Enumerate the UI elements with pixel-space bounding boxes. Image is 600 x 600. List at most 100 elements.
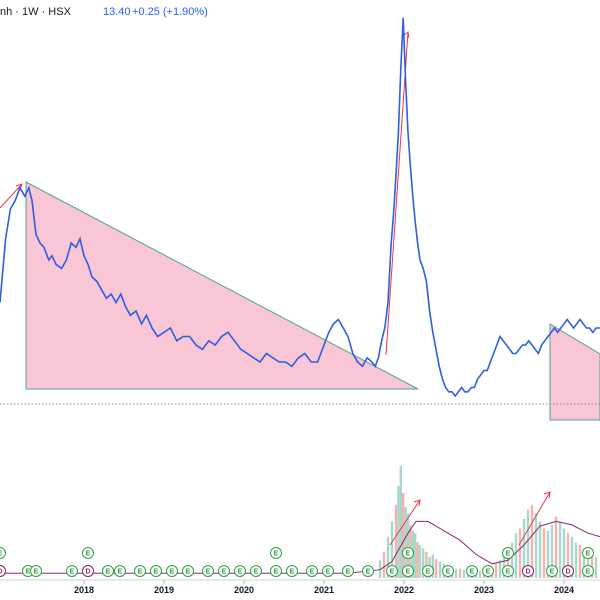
volume-bar (522, 519, 526, 578)
earnings-badge[interactable]: E (134, 565, 146, 577)
volume-bar (578, 545, 582, 578)
earnings-badge[interactable]: E (582, 565, 594, 577)
svg-text:D: D (525, 569, 530, 576)
earnings-badge[interactable]: E (386, 565, 398, 577)
volume-bar (554, 516, 558, 578)
volume-bar (562, 528, 566, 578)
svg-text:D: D (0, 569, 3, 576)
earnings-badge[interactable]: E (270, 547, 282, 559)
volume-bar (574, 542, 578, 578)
earnings-badge[interactable]: E (322, 565, 334, 577)
earnings-badge[interactable]: E (0, 547, 6, 559)
earnings-badge[interactable]: E (306, 565, 318, 577)
svg-text:E: E (238, 569, 243, 576)
x-tick-label: 2023 (474, 585, 494, 595)
svg-text:E: E (446, 569, 451, 576)
earnings-badge[interactable]: E (442, 565, 454, 577)
earnings-badge[interactable]: E (362, 565, 374, 577)
volume-bar (422, 548, 425, 578)
earnings-badge[interactable]: E (102, 565, 114, 577)
svg-text:E: E (486, 569, 491, 576)
volume-bar (425, 552, 428, 578)
volume-bar (530, 504, 534, 578)
volume-bar (434, 559, 438, 578)
earnings-badge[interactable]: E (270, 565, 282, 577)
earnings-badge[interactable]: E (66, 565, 78, 577)
svg-text:E: E (406, 551, 411, 558)
earnings-badge[interactable]: E (422, 565, 434, 577)
earnings-badge[interactable]: E (402, 547, 414, 559)
earnings-badge[interactable]: E (234, 565, 246, 577)
svg-text:E: E (86, 551, 91, 558)
volume-arrow-2 (518, 491, 551, 546)
svg-text:E: E (506, 551, 511, 558)
volume-bar (478, 570, 482, 578)
earnings-badge[interactable]: E (502, 565, 514, 577)
dividend-badge[interactable]: D (562, 565, 574, 577)
svg-text:E: E (186, 569, 191, 576)
earnings-badge[interactable]: E (30, 565, 42, 577)
svg-text:E: E (506, 569, 511, 576)
volume-bar (386, 536, 390, 578)
price-change: +0.25 (+1.90%) (132, 6, 208, 18)
svg-text:E: E (326, 569, 331, 576)
volume-bar (582, 548, 586, 578)
earnings-badge[interactable]: E (546, 565, 558, 577)
volume-bar (390, 521, 394, 578)
svg-text:E: E (390, 569, 395, 576)
svg-text:E: E (470, 569, 475, 576)
volume-bar (498, 560, 502, 578)
earnings-badge[interactable]: E (82, 547, 94, 559)
earnings-badge[interactable]: E (582, 547, 594, 559)
dividend-badge[interactable]: D (0, 565, 6, 577)
earnings-badge[interactable]: E (166, 565, 178, 577)
svg-text:D: D (565, 569, 570, 576)
volume-bar (526, 509, 530, 578)
volume-bar (414, 533, 417, 578)
svg-text:E: E (274, 569, 279, 576)
volume-bar (438, 561, 442, 578)
svg-text:E: E (346, 569, 351, 576)
svg-text:E: E (154, 569, 159, 576)
earnings-badge[interactable]: E (114, 565, 126, 577)
earnings-badge[interactable]: E (150, 565, 162, 577)
earnings-badge[interactable]: E (482, 565, 494, 577)
time-axis: 2018 2019 2020 2021 2022 2023 2024 (74, 580, 574, 595)
x-tick-label: 2020 (234, 585, 254, 595)
svg-text:E: E (406, 569, 411, 576)
svg-text:E: E (426, 569, 431, 576)
earnings-badge[interactable]: E (286, 565, 298, 577)
volume-bar (382, 552, 386, 578)
earnings-badge[interactable]: E (250, 565, 262, 577)
volume-bar (431, 554, 434, 578)
volume-bar (394, 504, 398, 578)
svg-text:E: E (310, 569, 315, 576)
earnings-badge[interactable]: E (402, 565, 414, 577)
svg-text:E: E (274, 551, 279, 558)
volume-bar (510, 542, 514, 578)
dividend-badge[interactable]: D (82, 565, 94, 577)
earnings-badge[interactable]: E (466, 565, 478, 577)
volume-bar (538, 521, 542, 578)
volume-bar (404, 507, 407, 578)
volume-moving-average (0, 520, 600, 574)
volume-bar (558, 521, 562, 578)
x-tick-label: 2018 (74, 585, 94, 595)
svg-text:E: E (138, 569, 143, 576)
earnings-badge[interactable]: E (202, 565, 214, 577)
dividend-badge[interactable]: D (522, 565, 534, 577)
earnings-badge[interactable]: E (218, 565, 230, 577)
earnings-badge[interactable]: E (182, 565, 194, 577)
descending-triangle-1 (25, 181, 419, 390)
volume-bar (506, 548, 510, 578)
breakout-arrow-1 (0, 183, 23, 209)
price-series-line (0, 17, 600, 398)
earnings-badge[interactable]: E (342, 565, 354, 577)
x-tick-label: 2019 (154, 585, 174, 595)
breakout-arrow-2 (385, 31, 410, 356)
x-tick-label: 2024 (554, 585, 574, 595)
volume-bar (566, 533, 570, 578)
earnings-badge[interactable]: E (502, 547, 514, 559)
volume-bar (542, 528, 546, 578)
